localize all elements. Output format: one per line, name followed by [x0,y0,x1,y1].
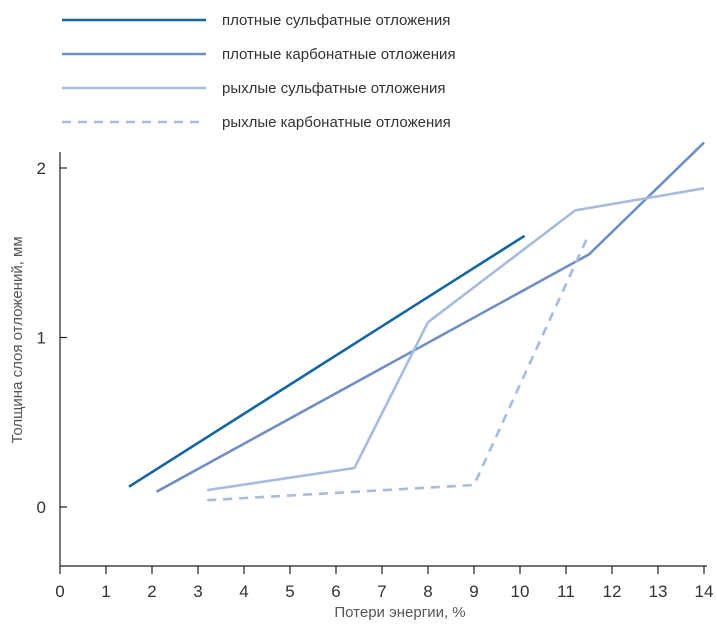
y-tick-label: 2 [37,159,46,178]
x-tick-label: 9 [469,582,478,601]
x-tick-label: 1 [101,582,110,601]
y-tick-label: 0 [37,498,46,517]
x-tick-label: 8 [423,582,432,601]
legend-label: плотные карбонатные отложения [222,46,456,63]
x-tick-label: 6 [331,582,340,601]
series-line-1 [129,236,525,487]
x-tick-label: 14 [695,582,714,601]
x-tick-label: 7 [377,582,386,601]
x-tick-label: 3 [193,582,202,601]
x-tick-label: 4 [239,582,248,601]
legend-label: рыхлые сульфатные отложения [222,80,446,97]
legend: плотные сульфатные отложения плотные карб… [62,12,456,131]
y-tick-label: 1 [37,329,46,348]
legend-label: рыхлые карбонатные отложения [222,114,451,131]
x-axis-title: Потери энергии, % [334,604,465,621]
x-tick-label: 10 [511,582,530,601]
series-line-3 [207,188,704,490]
x-tick-label: 11 [557,582,575,601]
x-tick-label: 2 [147,582,156,601]
series [129,143,704,501]
series-line-4 [207,234,589,500]
axes: Потери энергии, % Толщина слоя отложений… [9,152,707,621]
legend-label: плотные сульфатные отложения [222,12,450,29]
x-tick-label: 5 [285,582,294,601]
x-tick-label: 0 [55,582,64,601]
x-tick-label: 12 [603,582,622,601]
y-axis-title: Толщина слоя отложений, мм [9,236,26,443]
series-line-2 [157,143,704,492]
x-tick-label: 13 [649,582,668,601]
